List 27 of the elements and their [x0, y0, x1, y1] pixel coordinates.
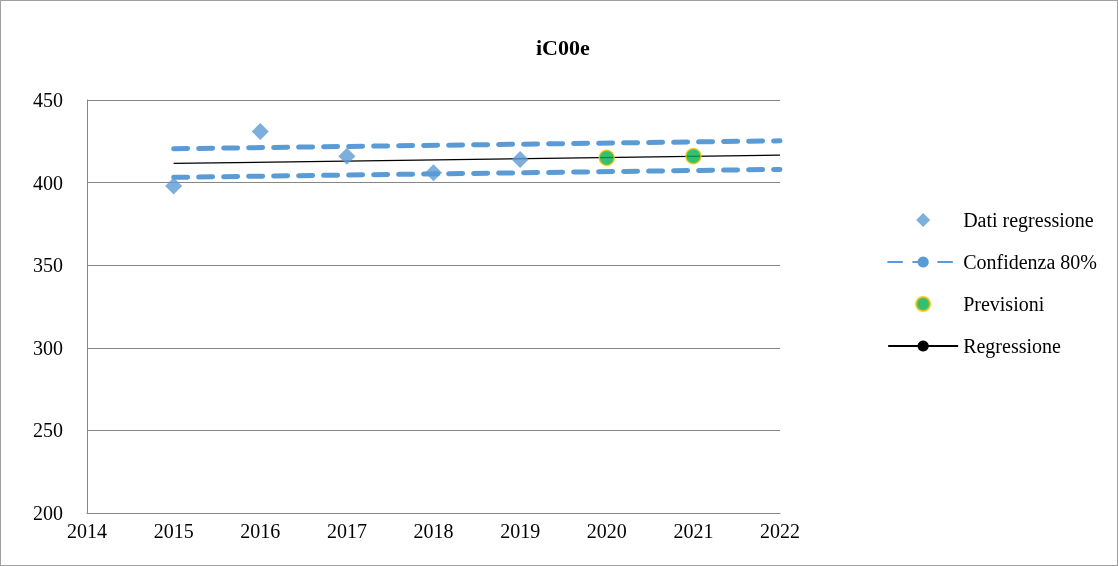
y-tick-label: 300: [33, 336, 63, 359]
point: [165, 177, 183, 195]
legend-label: Regressione: [963, 335, 1062, 358]
y-tick-label: 350: [33, 254, 63, 277]
point: [251, 122, 269, 140]
legend-label: Dati regressione: [963, 209, 1094, 232]
x-tick-label: 2014: [67, 520, 107, 542]
x-tick-label: 2018: [413, 520, 454, 542]
legend-label: Confidenza 80%: [963, 251, 1098, 273]
point: [685, 147, 702, 165]
x-tick-label: 2016: [240, 520, 281, 542]
y-tick-label: 250: [33, 419, 63, 442]
point: [338, 147, 356, 165]
y-tick-label: 400: [33, 171, 63, 194]
point: [598, 149, 615, 167]
x-tick-label: 2019: [500, 520, 541, 542]
point: [425, 164, 442, 182]
x-tick-label: 2020: [586, 520, 627, 542]
y-tick-label: 200: [33, 502, 63, 524]
y-tick-label: 450: [33, 89, 63, 111]
x-tick-label: 2017: [326, 520, 367, 542]
legend-label: Previsioni: [963, 293, 1045, 315]
x-tick-label: 2015: [153, 520, 194, 542]
point: [511, 150, 529, 168]
x-tick-label: 2022: [760, 520, 800, 542]
chart-title: iC00e: [536, 34, 590, 60]
x-tick-label: 2021: [673, 520, 714, 542]
